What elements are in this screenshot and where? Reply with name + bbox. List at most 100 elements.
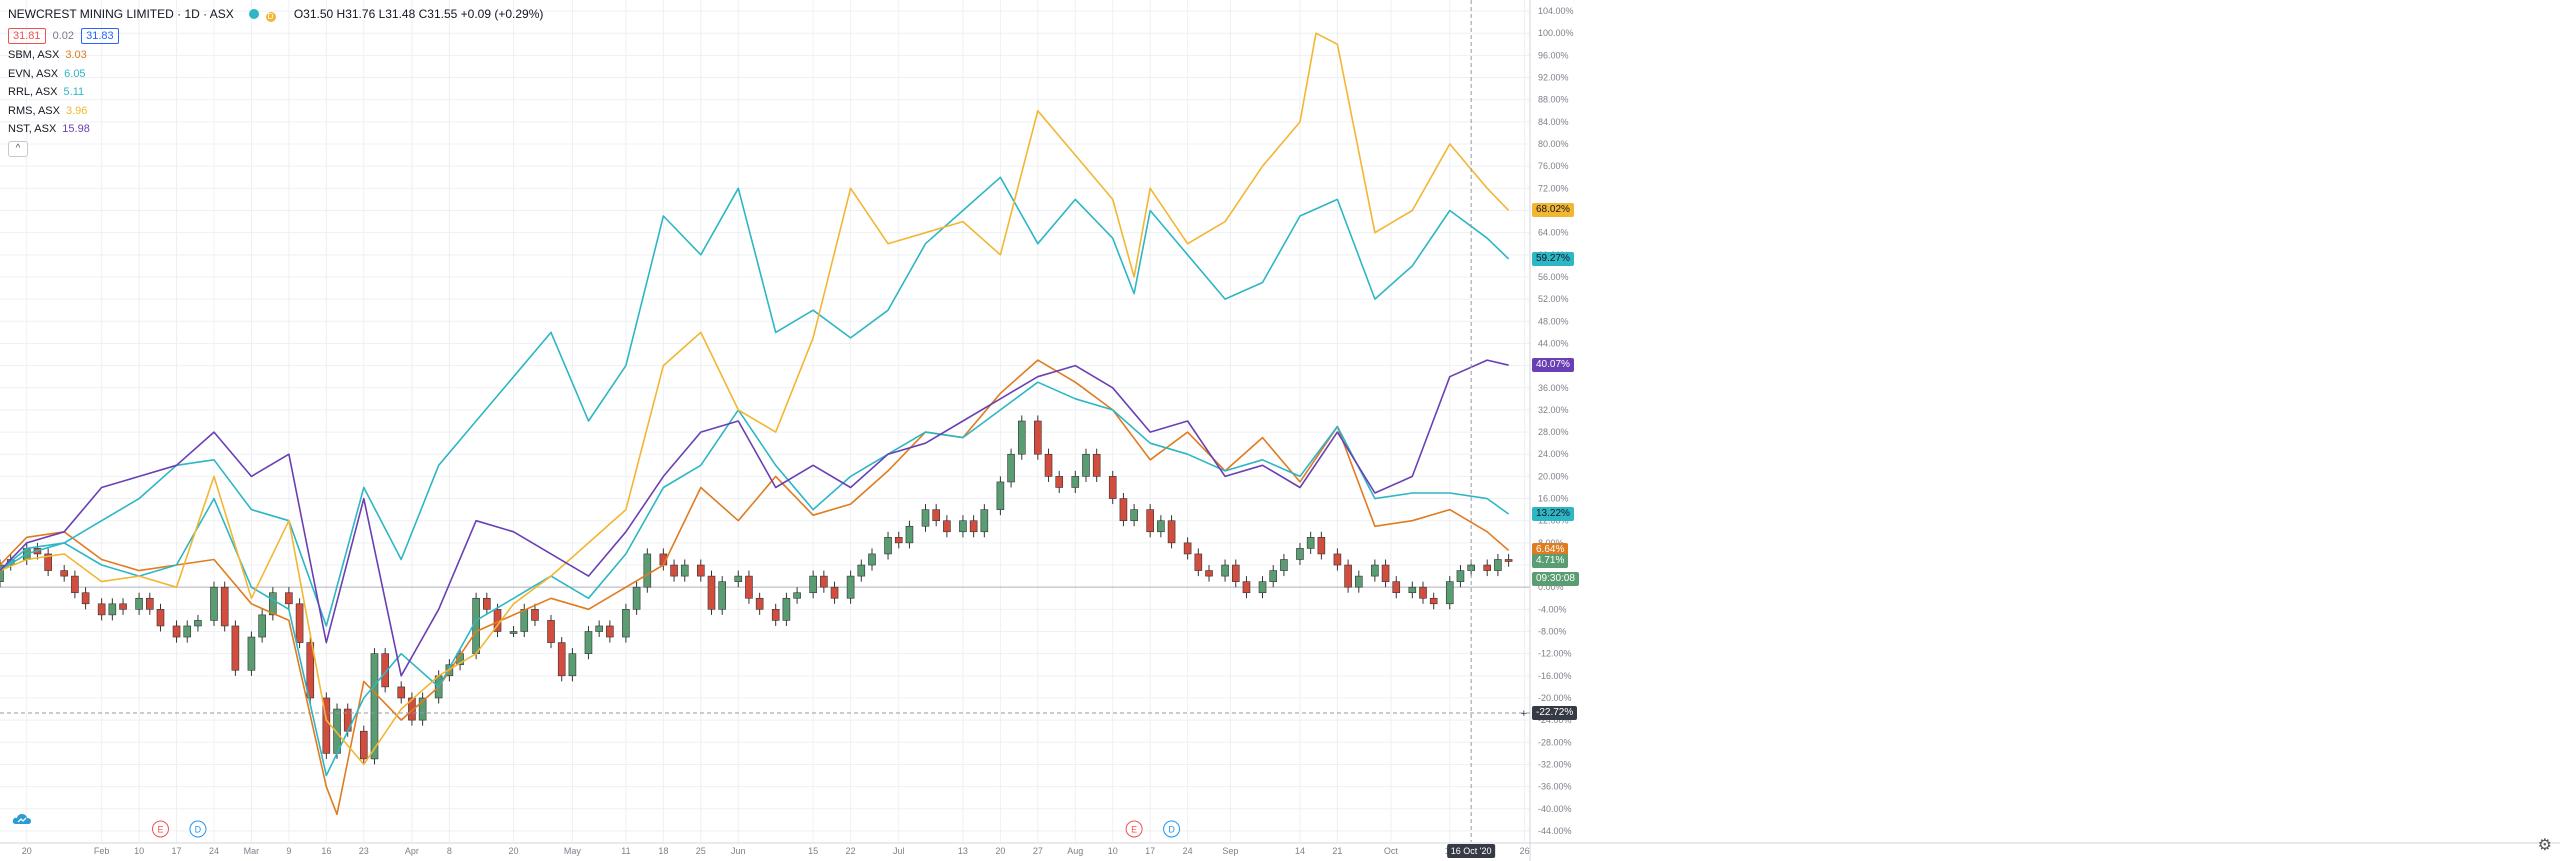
candle-body xyxy=(520,609,529,632)
event-marker xyxy=(1163,820,1181,838)
x-tick-label: 20 xyxy=(509,846,519,856)
legend-item[interactable]: EVN, ASX 6.05 xyxy=(8,67,86,80)
ask-button[interactable]: 31.83 xyxy=(81,28,119,44)
y-tick-label: 88.00% xyxy=(1538,95,1569,105)
candle-body xyxy=(1167,520,1176,544)
candle-body xyxy=(220,586,229,627)
candle-body xyxy=(782,597,791,621)
series-legend: SBM, ASX 3.03 EVN, ASX 6.05 RRL, ASX 5.11 R… xyxy=(8,49,90,142)
candle-body xyxy=(1504,559,1513,562)
y-tick-label: 44.00% xyxy=(1538,338,1569,348)
candle-body xyxy=(1082,453,1090,477)
crosshair-date-box xyxy=(1447,844,1496,858)
y-tick-label: 0.00% xyxy=(1538,582,1564,592)
candle-body xyxy=(418,697,427,721)
ohlc-readout: O31.50 H31.76 L31.48 C31.55 +0.09 (+0.29… xyxy=(293,7,544,21)
x-tick-label: 20 xyxy=(995,846,1005,856)
x-tick-label: 17 xyxy=(1145,846,1155,856)
legend-item[interactable]: NST, ASX 15.98 xyxy=(8,123,90,135)
tradingview-cloud-icon[interactable] xyxy=(12,812,32,826)
candle-body xyxy=(1483,564,1492,571)
y-tick-label: -36.00% xyxy=(1538,782,1572,792)
gear-icon[interactable]: ⚙ xyxy=(2537,837,2552,854)
y-tick-label: -20.00% xyxy=(1538,693,1572,703)
candle-body xyxy=(680,564,689,577)
candle-body xyxy=(306,642,315,699)
event-marker xyxy=(151,820,169,838)
y-tick-label: -28.00% xyxy=(1538,737,1572,747)
candle-body xyxy=(408,697,416,721)
series-line-rms xyxy=(0,32,1510,766)
x-tick-label: Jul xyxy=(893,846,905,856)
candle-body xyxy=(1494,559,1502,571)
candle-body xyxy=(60,570,68,577)
candle-body xyxy=(1007,453,1015,483)
candle-body xyxy=(1194,553,1203,571)
candle-body xyxy=(718,581,727,610)
x-tick-label: May xyxy=(564,846,582,856)
y-tick-label: -4.00% xyxy=(1538,604,1567,614)
chart-grid xyxy=(0,0,1530,842)
candle-body xyxy=(1130,509,1138,522)
candle-body xyxy=(119,603,127,610)
symbol-title[interactable]: NEWCREST MINING LIMITED · 1D · ASX xyxy=(8,7,234,21)
x-tick-label: 10 xyxy=(134,846,144,856)
x-tick-label: 24 xyxy=(209,846,219,856)
legend-item[interactable]: RMS, ASX 3.96 xyxy=(8,104,88,117)
candle-body xyxy=(1344,564,1352,588)
candle-body xyxy=(1392,581,1401,594)
candle-body xyxy=(568,653,577,677)
candle-body xyxy=(980,509,989,533)
event-marker-label: D xyxy=(195,825,202,835)
candle-body xyxy=(194,620,202,627)
spread-value: 0.02 xyxy=(52,30,75,42)
candle-body xyxy=(1419,586,1427,599)
x-tick-label: 8 xyxy=(447,846,452,856)
candle-body xyxy=(884,537,892,555)
candle-body xyxy=(921,509,930,527)
candle-body xyxy=(247,636,256,671)
legend-item[interactable]: SBM, ASX 3.03 xyxy=(8,49,87,61)
candle-body xyxy=(606,625,614,638)
bid-button[interactable]: 31.81 xyxy=(8,28,46,44)
chevron-up-icon[interactable]: ^ xyxy=(8,141,28,157)
candle-body xyxy=(830,586,839,599)
x-tick-label: 26 xyxy=(1520,846,1530,856)
candle-body xyxy=(1205,570,1213,577)
series-line-nst xyxy=(0,359,1509,677)
y-tick-label: -44.00% xyxy=(1538,826,1572,836)
y-tick-label: -32.00% xyxy=(1538,759,1572,769)
candle-body xyxy=(595,625,603,632)
candle-body xyxy=(509,631,518,634)
candle-body xyxy=(857,564,866,577)
candle-body xyxy=(269,592,277,616)
x-tick-label: Aug xyxy=(1067,846,1083,856)
candle-body xyxy=(1408,586,1417,594)
y-tick-label: 76.00% xyxy=(1538,161,1569,171)
event-marker-label: D xyxy=(1168,825,1175,835)
price-tag: 4.71% xyxy=(1532,554,1569,569)
y-tick-label: 92.00% xyxy=(1538,73,1569,83)
candle-body xyxy=(632,586,641,610)
candle-body xyxy=(943,520,951,533)
series-line-evn xyxy=(0,176,1510,627)
x-tick-label: 13 xyxy=(958,846,968,856)
candle-body xyxy=(1269,570,1278,582)
y-tick-label: 96.00% xyxy=(1538,50,1569,60)
x-axis: 20 Feb 10 17 24 Mar 9 16 23 Apr 8 20 May 11 18 25 Jun 15 2… xyxy=(0,842,2560,856)
candle-body xyxy=(1429,597,1438,605)
candle-body xyxy=(145,597,154,610)
candle-body xyxy=(81,592,90,605)
legend-item[interactable]: RRL, ASX 5.11 xyxy=(8,86,85,98)
candle-body xyxy=(359,730,368,760)
status-dot-icon xyxy=(249,9,260,19)
price-tag: 68.02% xyxy=(1532,203,1574,218)
candle-body xyxy=(1231,564,1240,582)
y-tick-label: 48.00% xyxy=(1538,316,1569,326)
candle-body xyxy=(322,697,331,754)
candle-body xyxy=(1456,570,1465,582)
x-tick-label: Mar xyxy=(244,846,260,856)
x-tick-label: 11 xyxy=(621,846,630,856)
crosshair: 16 Oct '20 + xyxy=(0,0,1530,858)
